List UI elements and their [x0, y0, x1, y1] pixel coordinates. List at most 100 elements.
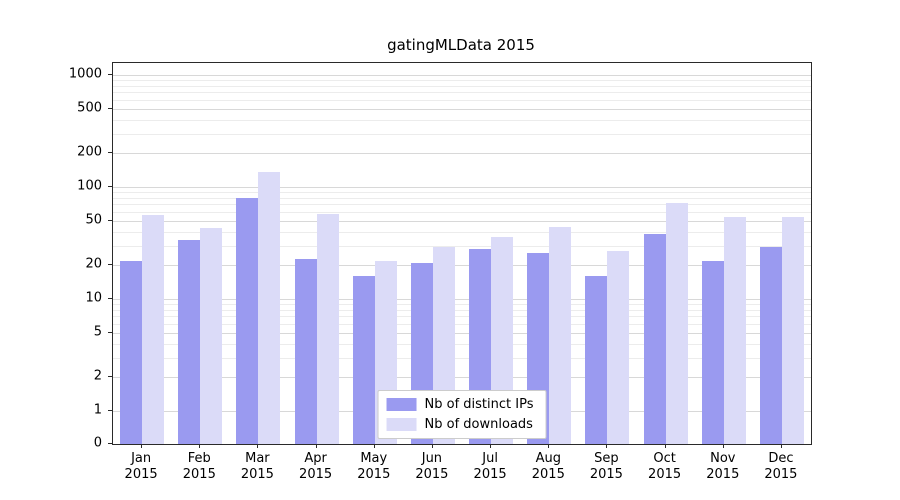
y-tick-mark [108, 298, 112, 299]
x-tick-label: Apr 2015 [299, 451, 333, 482]
bar-nb-of-distinct-ips-oct-2015 [643, 234, 666, 444]
x-tick-label: Jul 2015 [473, 451, 507, 482]
legend-swatch-distinct-ips [386, 398, 417, 411]
chart-title: gatingMLData 2015 [387, 36, 535, 54]
major-gridline [113, 153, 811, 155]
y-tick-label: 20 [85, 256, 102, 272]
x-tick-label: Dec 2015 [764, 451, 798, 482]
minor-gridline [113, 309, 811, 311]
y-tick-label: 500 [77, 100, 102, 116]
y-tick-label: 200 [77, 144, 102, 160]
minor-gridline [113, 99, 811, 101]
minor-gridline [113, 197, 811, 199]
x-tick-label: Mar 2015 [240, 451, 274, 482]
bar-nb-of-distinct-ips-sep-2015 [585, 276, 608, 444]
legend-item-downloads: Nb of downloads [386, 417, 534, 432]
x-tick-label: May 2015 [357, 451, 391, 482]
x-tick-mark [373, 444, 375, 448]
x-tick-mark [315, 444, 317, 448]
y-tick-label: 50 [85, 212, 102, 228]
bar-nb-of-downloads-jan-2015 [142, 215, 165, 444]
minor-gridline [113, 85, 811, 87]
minor-gridline [113, 231, 811, 233]
bar-nb-of-downloads-dec-2015 [781, 217, 804, 444]
y-tick-label: 1 [93, 402, 102, 418]
x-tick-label: Sep 2015 [589, 451, 623, 482]
y-tick-mark [108, 152, 112, 154]
minor-gridline [113, 204, 811, 206]
x-tick-label: Jan 2015 [124, 451, 158, 482]
minor-gridline [113, 80, 811, 82]
minor-gridline [113, 357, 811, 359]
bar-nb-of-distinct-ips-feb-2015 [178, 239, 201, 444]
bar-nb-of-downloads-sep-2015 [607, 250, 630, 444]
minor-gridline [113, 211, 811, 213]
major-gridline [113, 377, 811, 379]
y-tick-mark [108, 443, 112, 444]
x-tick-mark [257, 444, 259, 448]
minor-gridline [113, 119, 811, 121]
bar-nb-of-downloads-feb-2015 [200, 228, 223, 444]
x-tick-mark [490, 444, 492, 448]
major-gridline [113, 265, 811, 267]
x-tick-mark [141, 444, 143, 448]
bar-nb-of-distinct-ips-apr-2015 [294, 258, 317, 444]
bar-nb-of-downloads-aug-2015 [549, 226, 572, 444]
x-tick-label: Nov 2015 [706, 451, 740, 482]
minor-gridline [113, 323, 811, 325]
minor-gridline [113, 316, 811, 318]
minor-gridline [113, 245, 811, 247]
y-tick-mark [108, 331, 112, 333]
y-tick-label: 10 [85, 290, 102, 306]
bar-nb-of-downloads-oct-2015 [665, 203, 688, 444]
y-tick-label: 5 [93, 324, 102, 340]
plot-area: Nb of distinct IPs Nb of downloads [112, 62, 812, 445]
x-tick-label: Oct 2015 [648, 451, 682, 482]
major-gridline [113, 332, 811, 334]
minor-gridline [113, 343, 811, 345]
x-tick-label: Feb 2015 [182, 451, 216, 482]
major-gridline [113, 187, 811, 188]
y-tick-mark [108, 186, 112, 187]
y-tick-mark [108, 264, 112, 266]
bar-nb-of-downloads-apr-2015 [316, 214, 339, 444]
bar-nb-of-distinct-ips-may-2015 [352, 276, 375, 444]
y-tick-label: 0 [93, 435, 102, 451]
legend-swatch-downloads [386, 418, 417, 431]
minor-gridline [113, 92, 811, 94]
major-gridline [113, 220, 811, 222]
y-tick-mark [108, 219, 112, 221]
y-tick-label: 2 [93, 368, 102, 384]
x-tick-mark [664, 444, 666, 448]
legend-item-distinct-ips: Nb of distinct IPs [386, 397, 534, 412]
x-tick-mark [199, 444, 201, 448]
bar-nb-of-distinct-ips-mar-2015 [236, 197, 259, 444]
bar-nb-of-downloads-nov-2015 [723, 217, 746, 444]
major-gridline [113, 299, 811, 300]
bar-nb-of-distinct-ips-jan-2015 [120, 260, 143, 444]
y-tick-label: 100 [77, 178, 102, 194]
minor-gridline [113, 192, 811, 194]
legend-label-downloads: Nb of downloads [424, 417, 533, 432]
y-tick-mark [108, 376, 112, 378]
minor-gridline [113, 133, 811, 135]
x-tick-mark [431, 444, 433, 448]
x-tick-label: Aug 2015 [531, 451, 565, 482]
bar-nb-of-distinct-ips-dec-2015 [759, 247, 782, 444]
legend-label-distinct-ips: Nb of distinct IPs [424, 397, 534, 412]
major-gridline [113, 75, 811, 76]
y-tick-mark [108, 74, 112, 75]
y-tick-mark [108, 107, 112, 109]
bar-nb-of-downloads-mar-2015 [258, 172, 281, 444]
y-tick-mark [108, 410, 112, 411]
x-tick-mark [606, 444, 608, 448]
minor-gridline [113, 304, 811, 306]
x-tick-mark [780, 444, 782, 448]
x-tick-label: Jun 2015 [415, 451, 449, 482]
bar-nb-of-distinct-ips-nov-2015 [701, 260, 724, 444]
legend: Nb of distinct IPs Nb of downloads [377, 390, 547, 439]
x-tick-mark [722, 444, 724, 448]
major-gridline [113, 108, 811, 110]
x-tick-mark [548, 444, 550, 448]
